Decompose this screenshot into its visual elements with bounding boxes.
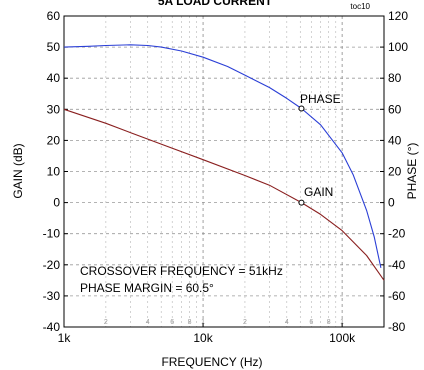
x-tick-label: 100k (329, 331, 356, 345)
phase-margin-annotation: PHASE MARGIN = 60.5° (80, 281, 214, 295)
y-axis-right: 120 100 80 60 40 20 0 -20 -40 -60 -80 (380, 9, 408, 334)
y2-tick-label: 60 (388, 102, 402, 116)
y2-tick-label: 20 (388, 165, 402, 179)
series-layer (63, 44, 385, 281)
y2-tick-label: 120 (388, 9, 408, 23)
minor-tick-label: 1 (201, 319, 205, 326)
y2-axis-title: PHASE (°) (405, 143, 419, 200)
chart-title: 5A LOAD CURRENT (158, 0, 273, 8)
y-tick-label: 40 (47, 71, 61, 85)
gain-series-label: GAIN (304, 185, 333, 199)
phase-curve (63, 44, 382, 269)
y2-tick-label: 80 (388, 71, 402, 85)
crossover-annotation: CROSSOVER FREQUENCY = 51kHz (80, 264, 283, 278)
x-axis-title: FREQUENCY (Hz) (161, 355, 262, 369)
y-tick-label: 30 (47, 102, 61, 116)
x-tick-label: 10k (193, 331, 213, 345)
y-tick-label: -20 (43, 258, 61, 272)
x-axis: 1k 10k 100k (58, 323, 356, 345)
phase-series-label: PHASE (300, 92, 341, 106)
x-tick-label: 1k (58, 331, 72, 345)
marker-layer (298, 105, 305, 206)
minor-tick-label: 2 (243, 319, 247, 326)
phase-crossover-marker (298, 105, 305, 112)
minor-tick-label: 8 (327, 319, 331, 326)
y2-tick-label: -60 (388, 289, 406, 303)
y2-tick-label: 0 (388, 196, 395, 210)
figure-id: toc10 (350, 2, 370, 11)
y-tick-label: -40 (43, 320, 61, 334)
gain-curve (63, 108, 385, 281)
gain-crossover-marker (298, 199, 305, 206)
minor-tick-label: 8 (188, 319, 192, 326)
y-tick-label: 0 (53, 196, 60, 210)
y2-tick-label: -40 (388, 258, 406, 272)
minor-tick-label: 4 (285, 319, 289, 326)
y-tick-label: 10 (47, 165, 61, 179)
minor-tick-label: 4 (146, 319, 150, 326)
y2-tick-label: 100 (388, 40, 408, 54)
y-tick-label: 60 (47, 9, 61, 23)
minor-tick-label: 2 (104, 319, 108, 326)
y2-tick-label: 40 (388, 133, 402, 147)
grid-lines (64, 16, 384, 327)
y-tick-label: -30 (43, 289, 61, 303)
y-axis-title: GAIN (dB) (11, 143, 25, 198)
y-tick-label: 20 (47, 133, 61, 147)
minor-tick-labels: 2 4 6 8 1 2 4 6 8 1 (104, 319, 344, 326)
y2-tick-label: -20 (388, 227, 406, 241)
minor-tick-label: 6 (170, 319, 174, 326)
y-tick-label: -10 (43, 227, 61, 241)
y-tick-label: 50 (47, 40, 61, 54)
y2-tick-label: -80 (388, 320, 406, 334)
y-axis-left: 60 50 40 30 20 10 0 -10 -20 -30 -40 (43, 9, 68, 334)
minor-tick-label: 6 (309, 319, 313, 326)
minor-tick-label: 1 (340, 319, 344, 326)
